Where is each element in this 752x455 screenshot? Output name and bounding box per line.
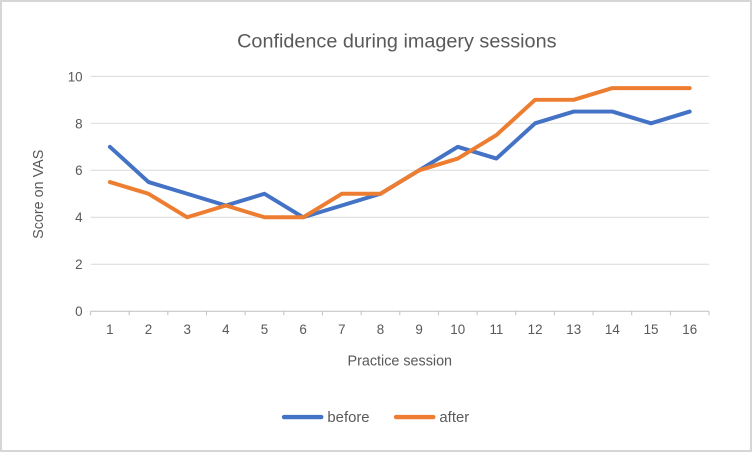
x-tick-label: 13 bbox=[566, 322, 581, 337]
legend-label-after: after bbox=[439, 410, 469, 426]
x-tick-label: 9 bbox=[415, 322, 422, 337]
x-tick-label: 16 bbox=[682, 322, 697, 337]
series-line-after bbox=[107, 86, 692, 220]
legend-label-before: before bbox=[327, 410, 369, 426]
x-tick-label: 11 bbox=[489, 322, 503, 337]
series-line-before bbox=[107, 109, 692, 220]
x-tick-label: 14 bbox=[605, 322, 620, 337]
y-axis-title: Score on VAS bbox=[31, 150, 47, 239]
x-tick-label: 8 bbox=[377, 322, 384, 337]
x-tick-label: 10 bbox=[450, 322, 465, 337]
y-tick-label: 0 bbox=[75, 304, 82, 319]
y-tick-label: 10 bbox=[68, 69, 83, 84]
x-tick-label: 7 bbox=[338, 322, 345, 337]
x-tick-label: 6 bbox=[299, 322, 306, 337]
x-axis-title: Practice session bbox=[348, 354, 453, 370]
x-tick-label: 15 bbox=[644, 322, 659, 337]
x-tick-label: 12 bbox=[528, 322, 543, 337]
y-tick-label: 8 bbox=[75, 116, 82, 131]
chart-title: Confidence during imagery sessions bbox=[237, 31, 556, 53]
y-tick-label: 6 bbox=[75, 163, 82, 178]
x-tick-label: 5 bbox=[261, 322, 268, 337]
legend-item-after: after bbox=[393, 410, 469, 426]
y-tick-label: 4 bbox=[75, 210, 83, 225]
x-tick-label: 4 bbox=[222, 322, 230, 337]
y-tick-label: 2 bbox=[75, 257, 82, 272]
legend-swatch-after bbox=[393, 414, 436, 420]
legend-item-before: before bbox=[281, 410, 370, 426]
x-tick-label: 3 bbox=[183, 322, 190, 337]
x-tick-label: 2 bbox=[145, 322, 152, 337]
legend-swatch-before bbox=[281, 414, 324, 420]
legend: before after bbox=[281, 410, 469, 426]
x-tick-label: 1 bbox=[106, 322, 113, 337]
